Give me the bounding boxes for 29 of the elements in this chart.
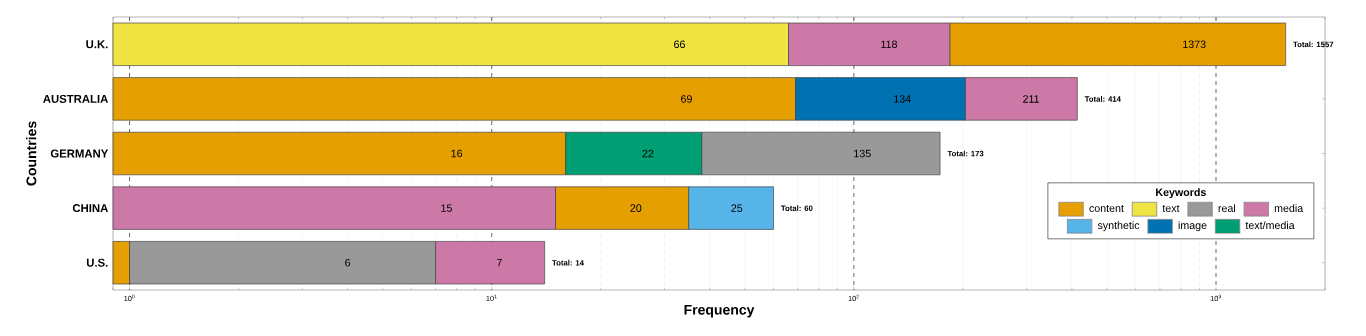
legend-label: image [1178, 221, 1207, 232]
legend-label: text/media [1245, 221, 1295, 230]
y-tick-label: AUSTRALIA [43, 94, 108, 103]
x-axis-title: Frequency [684, 304, 755, 318]
data-label: 7 [496, 259, 502, 267]
data-label: 22 [642, 149, 654, 158]
data-label: 66 [674, 40, 685, 49]
legend-label: text [1162, 205, 1180, 212]
legend-label: content [1089, 205, 1124, 212]
data-label: 6 [345, 258, 351, 267]
legend-title: Keywords [1156, 188, 1206, 199]
data-label: 135 [854, 149, 871, 158]
data-label: 16 [451, 149, 463, 158]
data-label: 211 [1023, 95, 1040, 103]
legend-label: synthetic [1097, 221, 1140, 232]
data-label: 118 [881, 40, 897, 49]
data-label: 134 [894, 95, 911, 103]
data-label: 25 [731, 204, 743, 212]
data-label: 15 [441, 204, 452, 212]
y-tick-label: CHINA [72, 204, 108, 213]
legend-label: media [1274, 204, 1304, 212]
y-tick-label: GERMANY [50, 149, 109, 158]
data-label: 20 [630, 204, 642, 212]
y-tick-label: U.K. [86, 40, 108, 49]
y-tick-label: U.S. [86, 258, 108, 267]
data-label: 1373 [1183, 40, 1206, 49]
data-label: 69 [681, 95, 692, 103]
y-axis-title: Countries [26, 121, 37, 186]
legend-label: real [1218, 204, 1235, 212]
